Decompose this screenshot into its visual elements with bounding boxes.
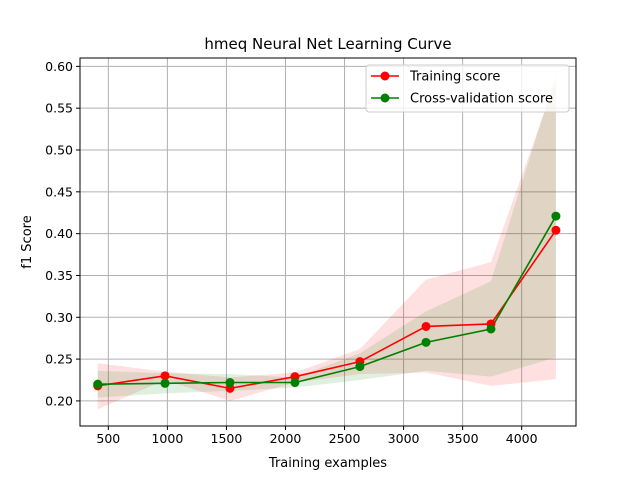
legend-label-1: Cross-validation score (410, 92, 553, 107)
y-tick-label: 0.50 (45, 143, 73, 158)
x-tick-label: 2500 (329, 431, 361, 446)
chart-title: hmeq Neural Net Learning Curve (204, 35, 451, 53)
confidence-band-1 (97, 74, 556, 398)
grid (80, 58, 576, 426)
data-point (160, 378, 170, 388)
data-point (93, 379, 103, 389)
x-axis-ticks: 500 1000 1500 2000 2500 3000 3500 4000 (96, 426, 538, 446)
data-point (355, 362, 365, 372)
plot-frame (79, 57, 577, 427)
y-axis-label: f1 Score (20, 215, 35, 268)
legend-marker-0 (380, 71, 390, 81)
confidence-band-0 (97, 79, 556, 410)
y-tick-label: 0.45 (45, 184, 73, 199)
x-tick-label: 3500 (447, 431, 479, 446)
y-tick-label: 0.40 (45, 226, 73, 241)
data-point (486, 324, 496, 334)
series-lines (97, 215, 557, 390)
data-point (421, 337, 431, 347)
y-tick-label: 0.25 (45, 352, 73, 367)
y-tick-label: 0.20 (45, 393, 73, 408)
y-tick-label: 0.30 (45, 310, 73, 325)
legend-marker-1 (380, 93, 390, 103)
series-line-1 (97, 215, 557, 385)
y-axis-ticks: 0.20 0.25 0.30 0.35 0.40 0.45 0.50 0.55 0.60 (45, 59, 80, 408)
x-tick-label: 500 (96, 431, 120, 446)
data-point (551, 211, 561, 221)
data-point (290, 378, 300, 388)
data-point (160, 371, 170, 381)
y-tick-label: 0.60 (45, 59, 73, 74)
x-tick-label: 1000 (151, 431, 183, 446)
x-tick-label: 2000 (270, 431, 302, 446)
y-tick-label: 0.55 (45, 101, 73, 116)
x-tick-label: 3000 (388, 431, 420, 446)
data-point (421, 321, 431, 331)
data-point (225, 378, 235, 388)
x-axis-label: Training examples (268, 456, 387, 471)
x-tick-label: 4000 (506, 431, 538, 446)
legend-label-0: Training score (409, 70, 500, 85)
x-tick-label: 1500 (211, 431, 243, 446)
legend: Training score Cross-validation score (365, 64, 570, 113)
confidence-bands (97, 74, 556, 410)
series-markers (93, 211, 561, 393)
legend-box (365, 64, 570, 113)
y-tick-label: 0.35 (45, 268, 73, 283)
series-line-0 (97, 229, 557, 390)
data-point (551, 225, 561, 235)
